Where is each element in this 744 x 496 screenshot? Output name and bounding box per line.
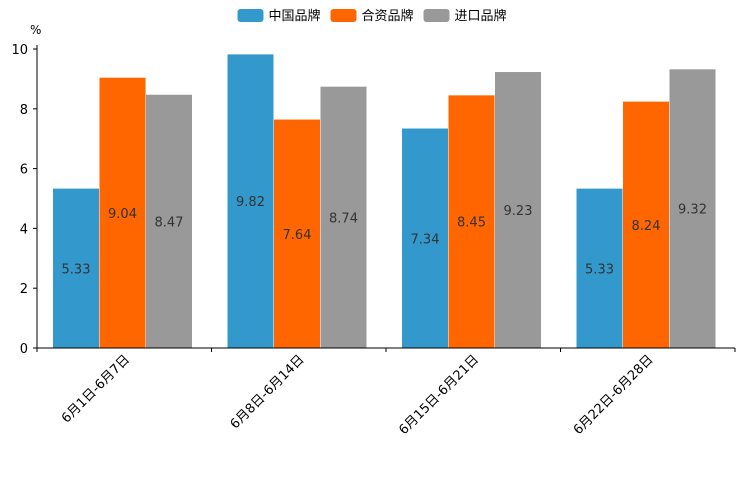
x-axis: 6月1日-6月7日 6月8日-6月14日 6月15日-6月21日 6月22日-6月28… <box>36 347 736 438</box>
data-label: 5.33 <box>585 262 614 277</box>
bar[interactable] <box>53 188 99 348</box>
data-label: 9.32 <box>678 203 707 218</box>
y-tick-label: 4 <box>20 222 28 237</box>
bar[interactable] <box>402 128 448 348</box>
bars <box>53 54 716 349</box>
bar[interactable] <box>576 188 623 348</box>
legend-swatch <box>330 9 357 22</box>
bar[interactable] <box>669 69 716 348</box>
y-tick-label: 0 <box>20 342 28 357</box>
legend-item[interactable]: 进口品牌 <box>423 8 507 24</box>
x-category-label: 6月22日-6月28日 <box>571 352 657 438</box>
y-axis: 0 2 4 6 8 10 <box>11 43 38 357</box>
bar[interactable] <box>227 54 274 349</box>
bar[interactable] <box>495 72 541 348</box>
y-axis-unit-label: % <box>30 23 41 37</box>
x-category-label: 6月15日-6月21日 <box>396 352 482 438</box>
data-label: 9.23 <box>504 204 533 219</box>
bar[interactable] <box>274 119 320 349</box>
x-category-label: 6月8日-6月14日 <box>228 352 308 432</box>
data-labels: 5.33 9.82 7.34 5.33 9.04 7.64 8.45 8.24 8.47 8.74… <box>62 195 707 277</box>
data-label: 9.04 <box>108 207 137 222</box>
data-label: 7.34 <box>411 232 440 247</box>
data-label: 5.33 <box>62 262 91 277</box>
data-label: 8.74 <box>329 211 358 226</box>
y-tick-label: 10 <box>11 43 28 58</box>
y-tick-label: 2 <box>20 282 28 297</box>
legend-label: 进口品牌 <box>455 8 507 24</box>
legend-swatch <box>237 9 264 22</box>
y-tick-label: 8 <box>20 103 28 118</box>
data-label: 8.45 <box>457 216 486 231</box>
data-label: 9.82 <box>236 195 265 210</box>
bar[interactable] <box>623 101 669 349</box>
data-label: 8.24 <box>632 219 661 234</box>
x-category-label: 6月1日-6月7日 <box>59 352 133 426</box>
bar[interactable] <box>320 86 367 348</box>
bar[interactable] <box>99 77 146 348</box>
legend: 中国品牌 合资品牌 进口品牌 <box>237 8 507 24</box>
y-tick-label: 6 <box>20 163 28 178</box>
data-label: 8.47 <box>155 215 184 230</box>
bar[interactable] <box>146 94 192 348</box>
legend-item[interactable]: 中国品牌 <box>237 8 321 24</box>
legend-item[interactable]: 合资品牌 <box>330 8 414 24</box>
legend-label: 中国品牌 <box>269 8 321 24</box>
bar[interactable] <box>448 95 495 348</box>
legend-label: 合资品牌 <box>362 8 414 24</box>
data-label: 7.64 <box>283 228 312 243</box>
legend-swatch <box>423 9 450 22</box>
